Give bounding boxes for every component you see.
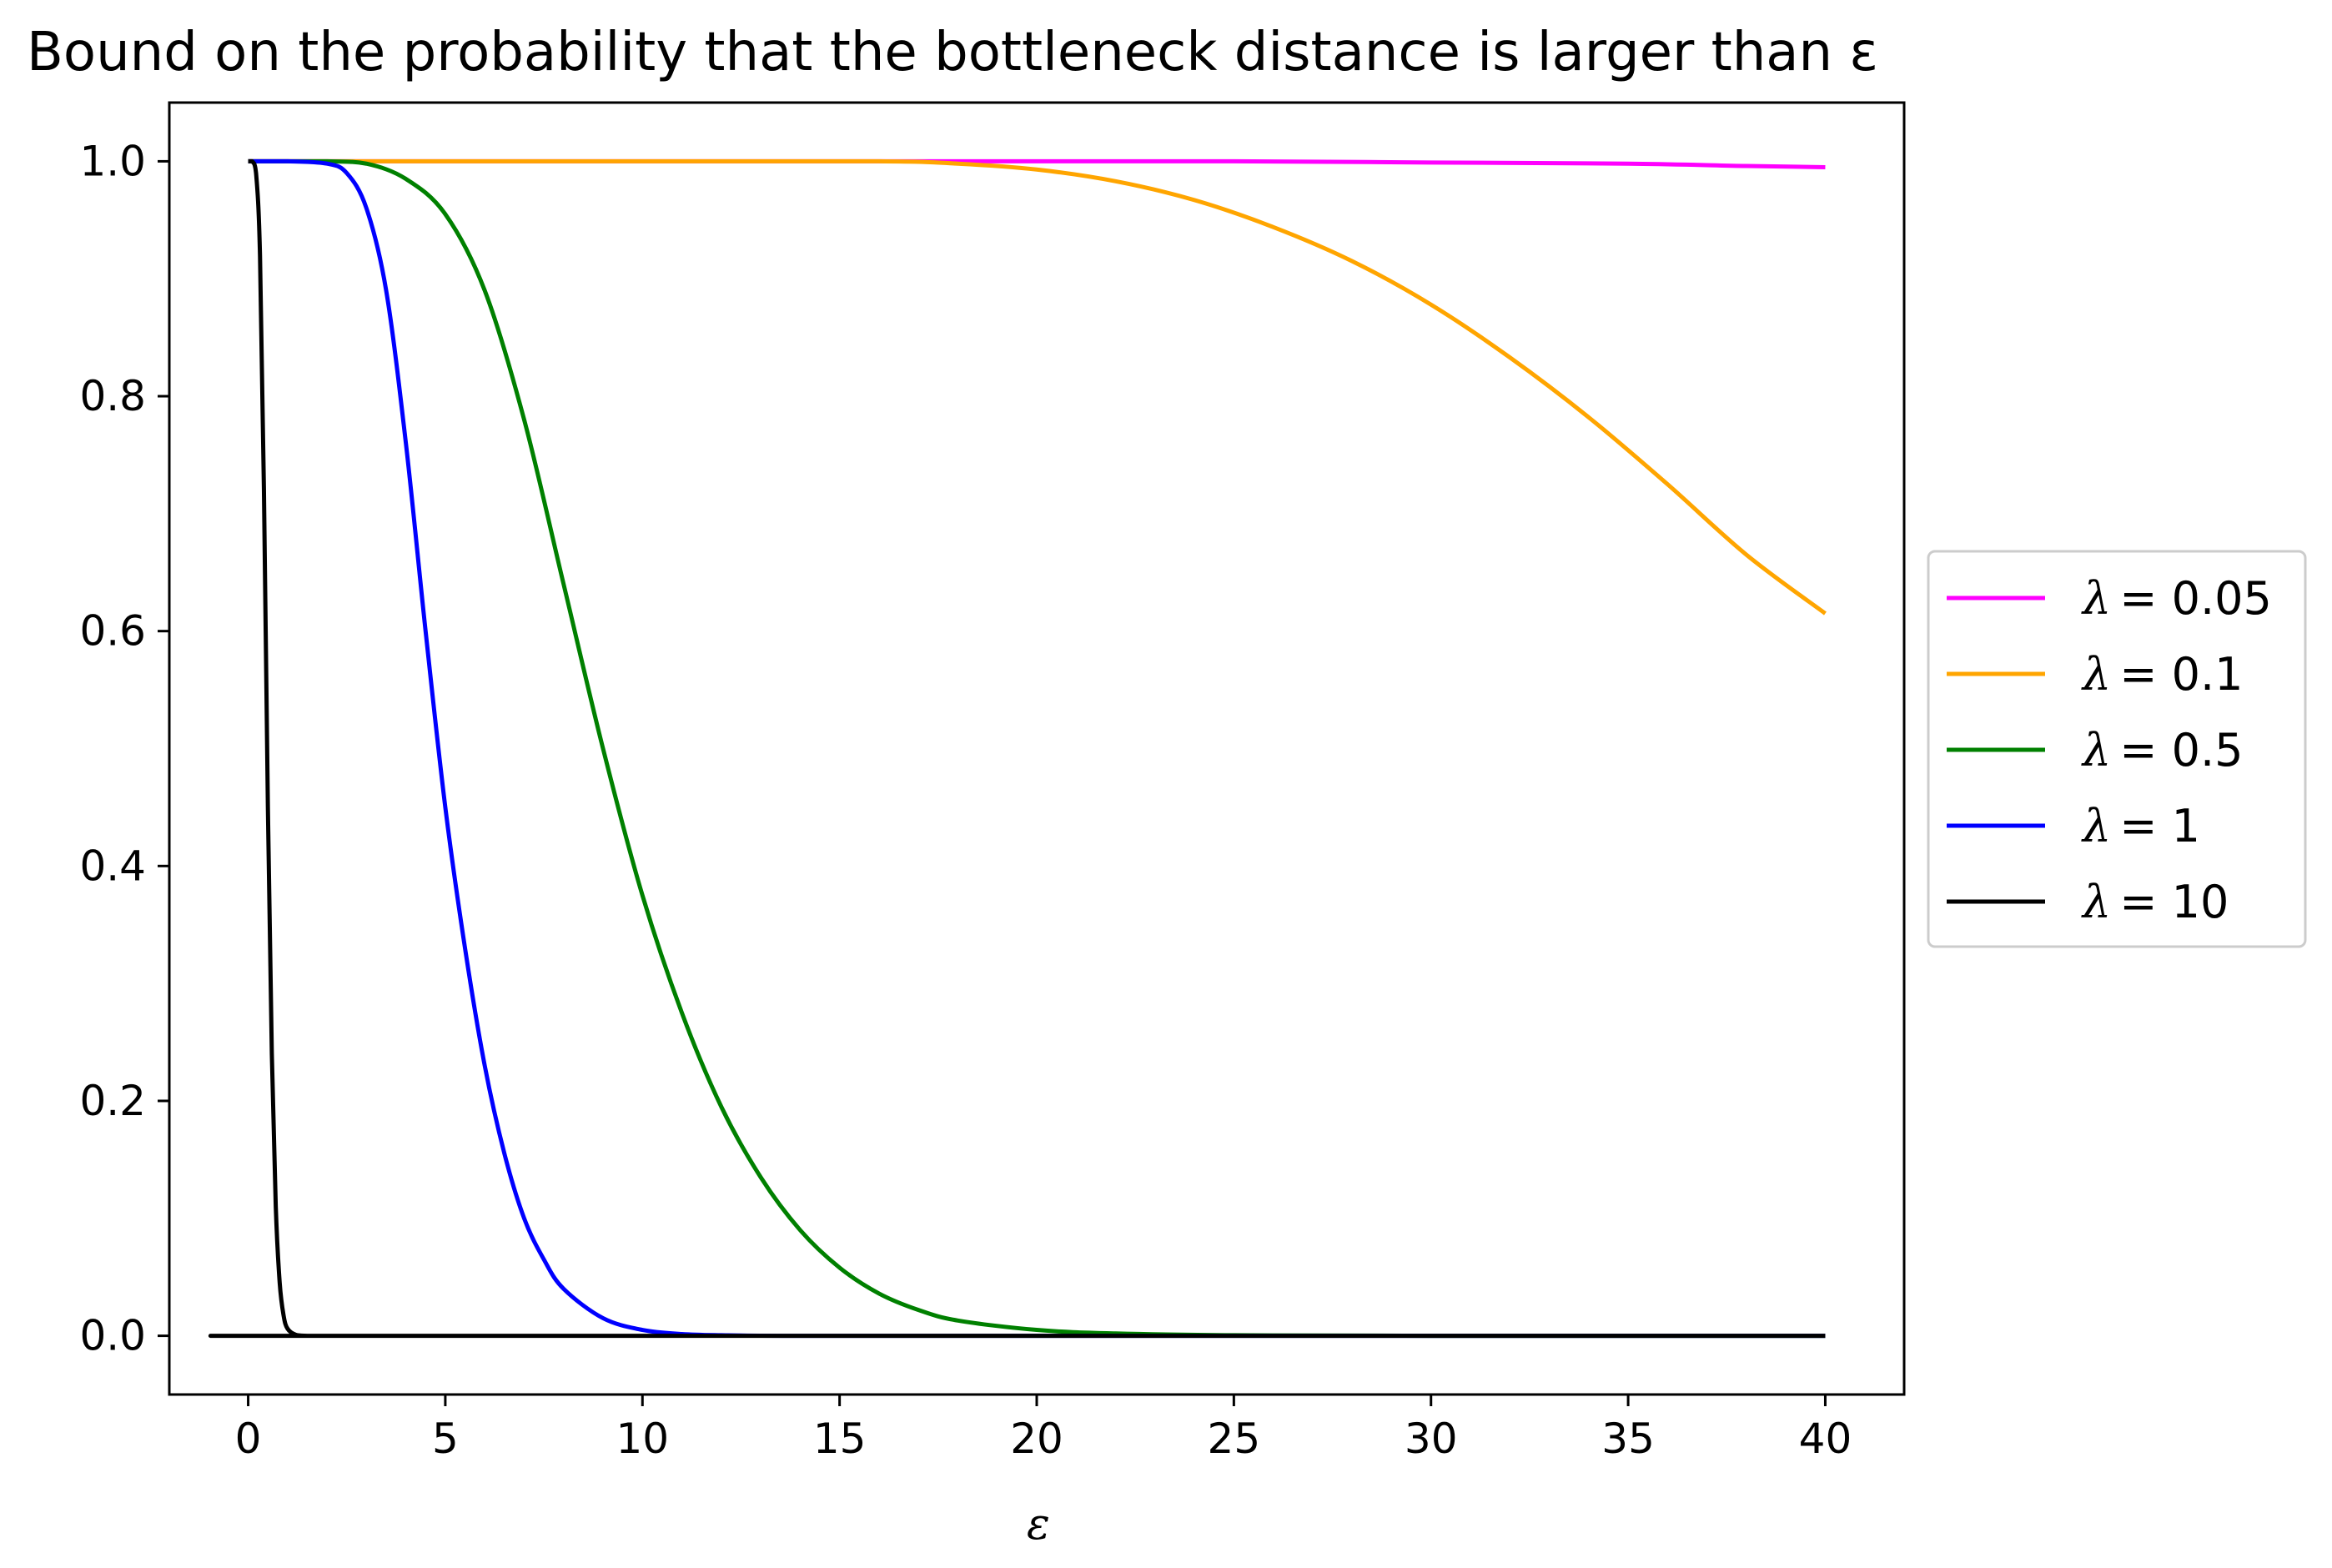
x-tick-label: 15 bbox=[813, 1415, 867, 1463]
x-tick-label: 20 bbox=[1010, 1415, 1063, 1463]
series-line-1 bbox=[248, 158, 1827, 616]
y-tick-label: 0.2 bbox=[79, 1077, 146, 1125]
y-tick-label: 0.0 bbox=[79, 1312, 146, 1360]
x-tick-label: 30 bbox=[1405, 1415, 1458, 1463]
legend-item: λ = 0.05 bbox=[1947, 572, 2272, 625]
x-tick-label: 40 bbox=[1799, 1415, 1852, 1463]
series-line-4 bbox=[208, 158, 1826, 1339]
y-axis: 0.0 0.2 0.4 0.6 0.8 1.0 bbox=[79, 137, 169, 1360]
legend-item: λ = 1 bbox=[1947, 800, 2200, 852]
chart-title: Bound on the probability that the bottle… bbox=[27, 22, 1878, 83]
legend: λ = 0.05 λ = 0.1 λ = 0.5 λ = 1 λ = 10 bbox=[1927, 550, 2307, 948]
y-tick-label: 0.6 bbox=[79, 607, 146, 656]
legend-label: λ = 0.5 bbox=[2081, 724, 2244, 776]
series-lines bbox=[208, 158, 1827, 1339]
x-tick-label: 35 bbox=[1601, 1415, 1655, 1463]
legend-box bbox=[1927, 550, 2307, 948]
series-line-2 bbox=[248, 158, 1826, 1339]
legend-label: λ = 0.05 bbox=[2081, 572, 2272, 625]
legend-item: λ = 0.5 bbox=[1947, 724, 2244, 776]
y-tick-label: 1.0 bbox=[79, 137, 146, 185]
x-tick-label: 10 bbox=[616, 1415, 669, 1463]
x-axis: 0 5 10 15 20 25 30 35 40 bbox=[235, 1395, 1852, 1463]
x-tick-label: 25 bbox=[1208, 1415, 1261, 1463]
legend-item: λ = 10 bbox=[1947, 876, 2229, 928]
plot-area bbox=[168, 101, 1906, 1396]
plot-frame bbox=[168, 101, 1906, 1396]
x-tick-label: 5 bbox=[432, 1415, 459, 1463]
x-tick-label: 0 bbox=[235, 1415, 262, 1463]
legend-label: λ = 0.1 bbox=[2081, 648, 2244, 701]
y-tick-label: 0.8 bbox=[79, 372, 146, 420]
legend-item: λ = 0.1 bbox=[1947, 648, 2244, 701]
x-axis-label: ε bbox=[1027, 1500, 1050, 1550]
y-tick-label: 0.4 bbox=[79, 842, 146, 890]
legend-label: λ = 10 bbox=[2081, 876, 2229, 928]
series-line-3 bbox=[248, 158, 1826, 1339]
legend-label: λ = 1 bbox=[2081, 800, 2200, 852]
